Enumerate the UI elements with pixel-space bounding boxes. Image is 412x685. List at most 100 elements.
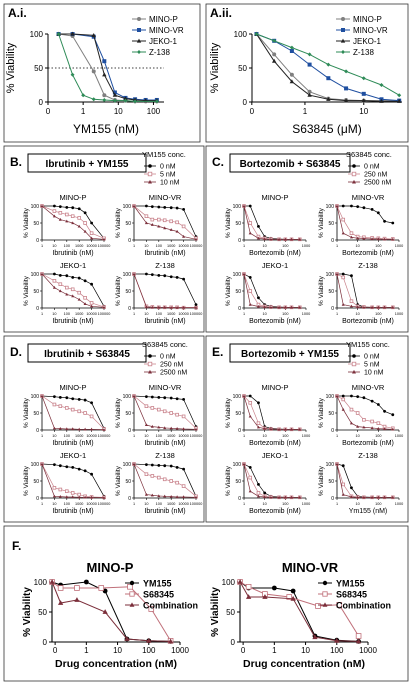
panel-C-series-2-point — [290, 237, 294, 241]
panel-E-series-0-point — [248, 466, 252, 469]
panel-C-subplot-z-138: Z-138 0 50 100 1 10 100 1000 % Viability Bortezom… — [318, 261, 403, 325]
panel-D-series-1-point — [52, 402, 57, 407]
panel-B-subplot-xtick-label: 100 — [156, 244, 162, 248]
panel-E-legend-label: 10 nM — [364, 370, 384, 377]
panel-B-subplot-xtick-label: 100 — [64, 312, 70, 316]
panel-D-series-2-point — [144, 492, 148, 496]
panel-Aii-series-0-point — [289, 72, 294, 77]
panel-D-series-1-point — [77, 492, 82, 497]
panel-Ai-ytick-label: 0 — [39, 98, 44, 107]
panel-B-legend-title: YM155 conc. — [142, 150, 186, 159]
panel-F-xtick-label: 10 — [113, 646, 122, 655]
panel-Aii-series-1-point — [307, 62, 312, 67]
panel-D-series-1-point — [65, 489, 69, 493]
panel-C-subplot-title: MINO-VR — [352, 193, 385, 202]
panel-B-series-0-point — [194, 303, 198, 306]
panel-D-series-2-point — [163, 426, 167, 430]
panel-B-series-1-point — [52, 209, 57, 213]
panel-E-subplot-ytick-label: 100 — [326, 394, 335, 400]
panel-E-series-1-point — [355, 411, 360, 415]
panel-C-series-2-point — [362, 236, 366, 240]
panel-F-xlabel: Drug concentration (nM) — [243, 658, 365, 670]
panel-F-series-1-point — [245, 584, 252, 590]
panel-Ai-series-3-point — [133, 99, 138, 104]
panel-B-series-1-point — [169, 219, 174, 224]
panel-D-subplot-ytick-label: 100 — [31, 394, 40, 400]
panel-F-series-2-point — [312, 634, 318, 640]
panel-F-series-2-point — [74, 597, 80, 602]
panel-D-series-0-point — [65, 465, 69, 469]
panel-D-subplot-xtick-label: 1000 — [75, 502, 83, 506]
panel-E-subplot-xtick-label: 100 — [375, 434, 381, 438]
panel-E-subplot-ytick-label: 100 — [233, 394, 242, 400]
panel-F-series-2-point — [245, 594, 252, 599]
panel-E-series-2-point — [256, 425, 260, 429]
panel-F-series-1-point — [355, 633, 362, 639]
panel-C-series-2-point — [263, 305, 267, 309]
panel-E-subplot-xtick-label: 10 — [263, 434, 267, 438]
panel-B-subplot-ylabel: % Viability — [23, 207, 30, 238]
panel-D-subplot-ytick-label: 50 — [33, 479, 39, 485]
panel-Aii-xlabel: S63845 (μM) — [292, 122, 362, 136]
panel-D-subplot-xtick-label: 10000 — [86, 434, 97, 438]
panel-D-series-2-point — [52, 494, 56, 498]
panel-E-subplot-ytick-label: 100 — [326, 462, 335, 468]
panel-B-subplot-xlabel: Ibrutinib (nM) — [52, 318, 93, 325]
panel-C-series-2-point — [349, 235, 353, 239]
panel-D-legend-marker — [148, 354, 152, 358]
panel-C-series-2-point — [248, 231, 252, 235]
panel-B-series-0-point — [71, 276, 75, 279]
panel-E-series-2-point — [349, 495, 353, 499]
panel-B-subplot-ytick-label: 100 — [123, 204, 132, 210]
panel-E-series-2-point — [290, 427, 294, 431]
panel-E-subplot-title: MINO-VR — [352, 383, 385, 392]
panel-D-series-2-point — [71, 495, 75, 499]
panel-Aii-legend-marker — [341, 50, 345, 54]
panel-C-subplot-ytick-label: 50 — [328, 289, 334, 295]
panel-C-subplot-xtick-label: 1 — [243, 312, 245, 316]
panel-F-series-1-point — [286, 594, 293, 600]
panel-Ai-legend-label: JEKO-1 — [149, 37, 178, 46]
panel-C-subplot-ylabel: % Viability — [225, 275, 232, 306]
panel-Aii-series-2-point — [343, 98, 349, 103]
panel-B-legend-label: 10 nM — [160, 180, 180, 187]
panel-C-legend-label: 0 nM — [364, 164, 380, 171]
panel-B-series-2-point — [102, 237, 106, 241]
panel-D-legend-label: 2500 nM — [160, 370, 187, 377]
panel-F-xlabel: Drug concentration (nM) — [55, 658, 177, 670]
panel-D-series-1-point — [150, 474, 155, 478]
panel-B-series-0-point — [71, 206, 75, 210]
panel-Aii-series-3-point — [344, 69, 349, 74]
panel-B-subplot-ytick-label: 100 — [123, 272, 132, 278]
panel-B-series-0-point — [65, 205, 69, 209]
panel-C-subplot-xtick-label: 10 — [356, 244, 360, 248]
panel-D-series-1-point — [162, 409, 167, 414]
panel-B-series-2-point — [169, 305, 173, 309]
panel-Ai-legend-label: MINO-P — [149, 15, 178, 24]
panel-E-subplot-z-138: Z-138 0 50 100 1 10 100 1000 % Viability Ym155 (n… — [318, 451, 403, 515]
panel-E-subplot-xlabel: Ym155 (nM) — [349, 508, 388, 515]
panel-Aii-ylabel: % Viability — [209, 42, 221, 93]
panel-D-subplot-xtick-label: 1 — [41, 434, 43, 438]
panel-E-series-0-line — [336, 463, 393, 498]
panel-Aii-legend-marker — [340, 38, 346, 43]
panel-D-series-2-point — [77, 427, 81, 431]
panel-F-legend-marker — [322, 580, 328, 586]
panel-D-series-0-point — [83, 469, 87, 473]
panel-B-series-0-point — [163, 205, 167, 209]
panel-B-series-1-point — [83, 221, 87, 225]
panel-F-xtick-label: 1000 — [359, 646, 377, 655]
panel-D-series-2-point — [90, 495, 94, 499]
panel-D-series-1-point — [77, 409, 82, 414]
panel-B-series-2-point — [144, 221, 148, 225]
panel-E-series-0-point — [370, 399, 374, 403]
panel-E-subplot-ytick-label: 0 — [238, 496, 241, 502]
panel-B-series-0-point — [65, 274, 69, 278]
panel-C-legend-marker — [351, 171, 357, 177]
panel-E-series-0-point — [341, 394, 345, 398]
panel-E-series-1-point — [341, 397, 346, 402]
panel-F-series-0-point — [83, 579, 89, 585]
panel-B-series-2-point — [175, 305, 179, 309]
panel-D-series-2-point — [102, 495, 106, 499]
panel-C-subplot-ytick-label: 0 — [331, 306, 334, 312]
